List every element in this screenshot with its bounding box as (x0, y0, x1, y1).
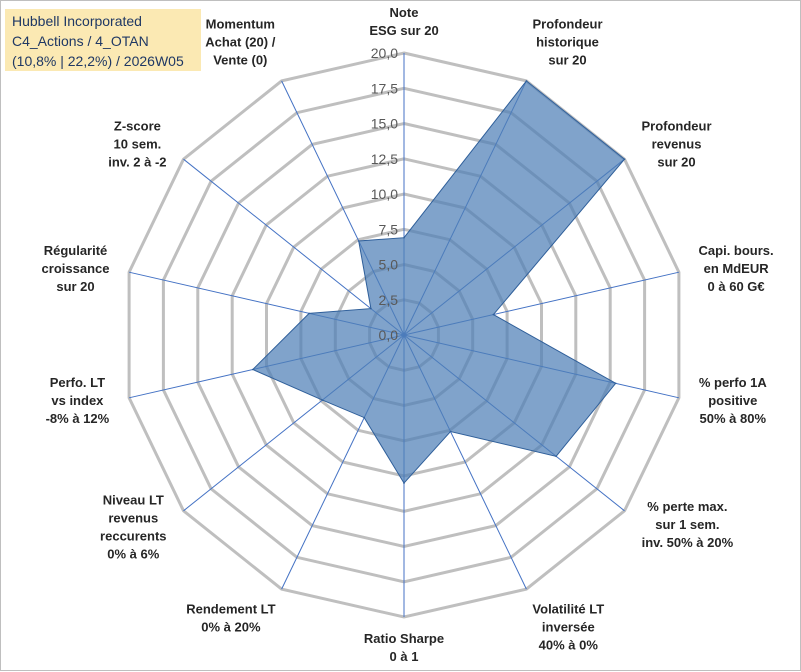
data-point (321, 399, 324, 401)
axis-label: Rendement LT 0% à 20% (186, 602, 275, 635)
axis-label: Régularité croissance sur 20 (42, 243, 110, 294)
axis-label: Momentum Achat (20) / Vente (0) (205, 16, 275, 67)
data-point (525, 80, 528, 82)
tick-label: 12,5 (371, 151, 398, 167)
tick-label: 2,5 (379, 292, 399, 308)
title-line-1: Hubbell Incorporated (12, 13, 142, 29)
axis-label: Ratio Sharpe 0 à 1 (364, 631, 444, 664)
tick-labels: 0,0 2,5 5,0 7,5 10,0 12,5 15,0 17,5 20,0 (371, 45, 398, 343)
axis-label: Niveau LT revenus reccurents 0% à 6% (100, 493, 166, 562)
data-point (623, 158, 626, 160)
tick-label: 5,0 (379, 257, 399, 273)
axis-label: Profondeur historique sur 20 (532, 16, 602, 67)
data-point (357, 240, 360, 242)
data-point (363, 416, 366, 419)
data-point (403, 482, 405, 484)
axis-label: Perfo. LT vs index -8% à 12% (46, 375, 110, 426)
axis-label: % perte max. sur 1 sem. inv. 50% à 20% (642, 499, 734, 550)
axis-label: Volatilité LT inversée 40% à 0% (532, 602, 604, 653)
title-line-2: C4_Actions / 4_OTAN (12, 33, 149, 49)
data-point (555, 455, 557, 458)
data-series (251, 80, 626, 484)
axis-label: % perfo 1A positive 50% à 80% (699, 375, 768, 426)
axis-spoke (183, 158, 405, 336)
tick-label: 15,0 (371, 116, 398, 132)
axis-labels: Note ESG sur 20 Profondeur historique sur 20… (42, 5, 774, 664)
axis-label: Capi. bours. en MdEUR 0 à 60 G€ (699, 243, 774, 294)
data-point (449, 430, 452, 433)
tick-label: 0,0 (379, 327, 399, 343)
axis-label: Profondeur revenus sur 20 (641, 119, 711, 170)
axis-label: Note ESG sur 20 (369, 5, 438, 38)
tick-label: 10,0 (371, 186, 398, 202)
data-point (403, 236, 405, 239)
chart-title-box: Hubbell Incorporated C4_Actions / 4_OTAN… (5, 9, 201, 71)
tick-label: 7,5 (379, 221, 399, 237)
data-point (308, 312, 310, 315)
axis-label: Z-score 10 sem. inv. 2 à -2 (108, 119, 166, 170)
data-point (492, 313, 495, 316)
data-point (614, 382, 617, 385)
title-line-3: (10,8% | 22,2%) / 2026W05 (12, 53, 184, 69)
tick-label: 20,0 (371, 45, 398, 61)
data-point (370, 307, 372, 310)
tick-label: 17,5 (371, 80, 398, 96)
data-point (252, 368, 254, 371)
